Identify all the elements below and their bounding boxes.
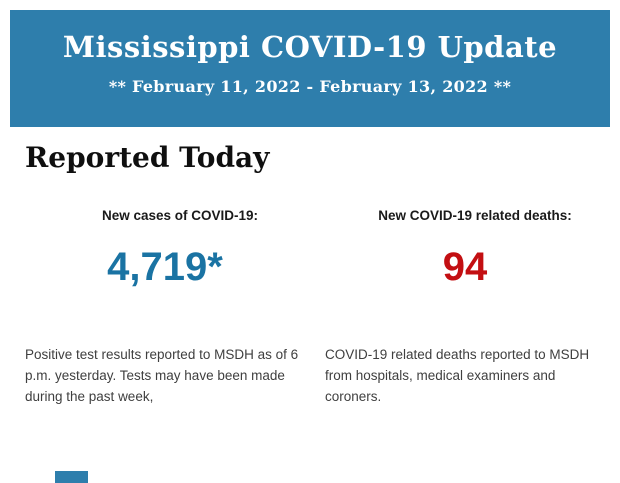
header-banner: Mississippi COVID-19 Update ** February … — [10, 10, 610, 127]
new-deaths-description: COVID-19 related deaths reported to MSDH… — [325, 347, 590, 404]
new-cases-value: 4,719* — [107, 245, 223, 289]
new-cases-label: New cases of COVID-19: — [101, 208, 259, 223]
new-cases-stat: New cases of COVID-19: 4,719* Positive t… — [25, 208, 305, 407]
new-deaths-label: New COVID-19 related deaths: — [378, 208, 572, 223]
page-title: Mississippi COVID-19 Update — [62, 30, 558, 64]
main-content: Reported Today New cases of COVID-19: 4,… — [25, 127, 605, 407]
new-cases-description: Positive test results reported to MSDH a… — [25, 347, 299, 404]
section-title: Reported Today — [25, 141, 270, 174]
new-deaths-value: 94 — [442, 245, 488, 289]
footer-partial-element — [55, 471, 88, 483]
new-deaths-stat: New COVID-19 related deaths: 94 COVID-19… — [325, 208, 605, 407]
stats-row: New cases of COVID-19: 4,719* Positive t… — [25, 208, 605, 407]
date-range: ** February 11, 2022 - February 13, 2022… — [108, 77, 512, 96]
